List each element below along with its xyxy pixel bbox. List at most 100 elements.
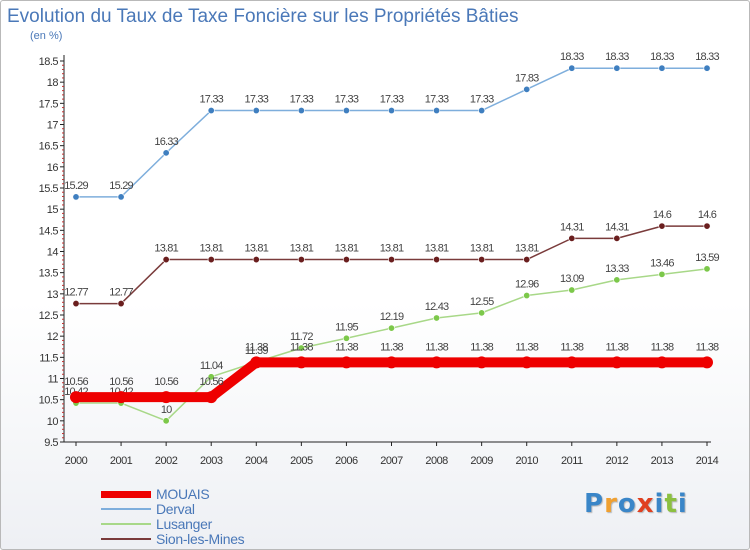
data-point-mouais — [340, 356, 353, 369]
data-label-mouais: 11.38 — [696, 341, 719, 353]
data-point-lusanger — [433, 314, 441, 322]
data-label-mouais: 11.38 — [380, 341, 403, 353]
y-tick-label: 9.5 — [44, 437, 58, 449]
data-label-derval: 17.83 — [515, 72, 539, 84]
data-label-lusanger: 11.95 — [335, 321, 358, 333]
data-label-derval: 15.29 — [64, 180, 88, 192]
data-point-lusanger — [523, 292, 531, 300]
data-point-lusanger — [703, 265, 711, 273]
x-tick-label: 2003 — [200, 455, 223, 467]
data-point-lusanger — [297, 344, 305, 352]
data-point-mouais — [520, 356, 533, 369]
data-point-mouais — [610, 356, 623, 369]
data-point-mouais — [295, 356, 308, 369]
data-label-sion-les-mines: 13.81 — [515, 243, 539, 255]
data-point-sion-les-mines — [297, 256, 305, 264]
x-tick-label: 2002 — [155, 455, 178, 467]
data-point-sion-les-mines — [433, 256, 441, 264]
y-tick-label: 16.5 — [39, 141, 59, 153]
data-point-mouais — [250, 356, 263, 369]
logo-letter: x — [636, 489, 655, 519]
x-tick-label: 2012 — [606, 455, 629, 467]
data-point-sion-les-mines — [162, 256, 170, 264]
data-point-mouais — [475, 356, 488, 369]
data-point-derval — [297, 107, 305, 115]
data-point-sion-les-mines — [523, 256, 531, 264]
data-label-sion-les-mines: 13.81 — [380, 243, 404, 255]
data-label-sion-les-mines: 14.6 — [653, 209, 672, 221]
data-point-derval — [478, 107, 486, 115]
logo-letter: i — [677, 489, 688, 519]
series-line-derval — [75, 67, 708, 198]
data-label-mouais: 10.56 — [199, 376, 223, 388]
data-label-lusanger: 12.43 — [425, 301, 449, 313]
data-point-mouais — [701, 356, 713, 369]
proxiti-logo: Proxiti — [584, 489, 688, 519]
legend-swatch — [101, 523, 151, 525]
data-label-derval: 17.33 — [380, 94, 404, 106]
data-label-mouais: 11.38 — [335, 341, 358, 353]
data-label-derval: 17.33 — [425, 94, 449, 106]
data-label-derval: 17.33 — [335, 94, 359, 106]
data-point-lusanger — [613, 276, 621, 284]
data-label-derval: 15.29 — [109, 180, 133, 192]
y-tick-label: 16 — [47, 162, 59, 174]
data-point-mouais — [70, 391, 82, 404]
data-point-derval — [342, 107, 350, 115]
data-label-lusanger: 12.19 — [380, 311, 404, 323]
data-point-lusanger — [207, 373, 215, 381]
data-label-lusanger: 13.33 — [605, 263, 629, 275]
x-tick-label: 2000 — [65, 455, 88, 467]
data-point-derval — [387, 107, 395, 115]
data-label-derval: 17.33 — [470, 94, 494, 106]
data-point-sion-les-mines — [72, 300, 80, 308]
data-point-lusanger — [342, 334, 350, 342]
data-label-sion-les-mines: 13.81 — [335, 243, 359, 255]
data-point-lusanger — [658, 270, 666, 278]
y-tick-label: 10.5 — [39, 395, 59, 407]
chart-title: Evolution du Taux de Taxe Foncière sur l… — [7, 6, 519, 27]
data-label-derval: 18.33 — [695, 51, 719, 63]
data-point-lusanger — [162, 417, 170, 425]
data-point-derval — [72, 193, 80, 201]
data-point-mouais — [655, 356, 668, 369]
data-label-sion-les-mines: 13.81 — [154, 243, 178, 255]
y-tick-label: 13 — [47, 289, 59, 301]
x-tick-label: 2007 — [380, 455, 403, 467]
data-label-lusanger: 13.59 — [695, 252, 719, 264]
data-label-sion-les-mines: 13.81 — [290, 243, 314, 255]
data-label-mouais: 10.56 — [109, 376, 133, 388]
data-label-lusanger: 10 — [161, 404, 172, 416]
data-point-sion-les-mines — [658, 222, 666, 230]
y-tick-label: 15 — [47, 204, 59, 216]
x-tick-label: 2010 — [515, 455, 538, 467]
data-label-mouais: 11.38 — [560, 341, 583, 353]
y-tick-label: 17 — [47, 120, 59, 132]
data-label-sion-les-mines: 13.81 — [199, 243, 223, 255]
data-point-sion-les-mines — [568, 234, 576, 242]
x-tick-label: 2014 — [696, 455, 719, 467]
data-label-sion-les-mines: 12.77 — [64, 287, 88, 299]
data-point-sion-les-mines — [252, 256, 260, 264]
data-label-mouais: 11.38 — [470, 341, 493, 353]
data-point-derval — [252, 107, 260, 115]
x-tick-label: 2011 — [561, 455, 583, 467]
data-point-sion-les-mines — [117, 300, 125, 308]
data-label-sion-les-mines: 13.81 — [245, 243, 269, 255]
legend-label: Derval — [156, 501, 195, 517]
data-label-sion-les-mines: 12.77 — [109, 287, 133, 299]
y-tick-label: 13.5 — [39, 268, 59, 280]
y-tick-label: 18 — [47, 77, 59, 89]
data-point-derval — [207, 107, 215, 115]
data-point-lusanger — [387, 324, 395, 332]
legend-swatch — [101, 491, 151, 498]
data-label-derval: 18.33 — [560, 51, 584, 63]
data-label-lusanger: 13.09 — [560, 273, 584, 285]
data-point-lusanger — [478, 309, 486, 317]
data-label-mouais: 11.38 — [605, 341, 628, 353]
data-point-mouais — [385, 356, 398, 369]
data-label-derval: 18.33 — [605, 51, 629, 63]
data-label-mouais: 10.56 — [154, 376, 178, 388]
